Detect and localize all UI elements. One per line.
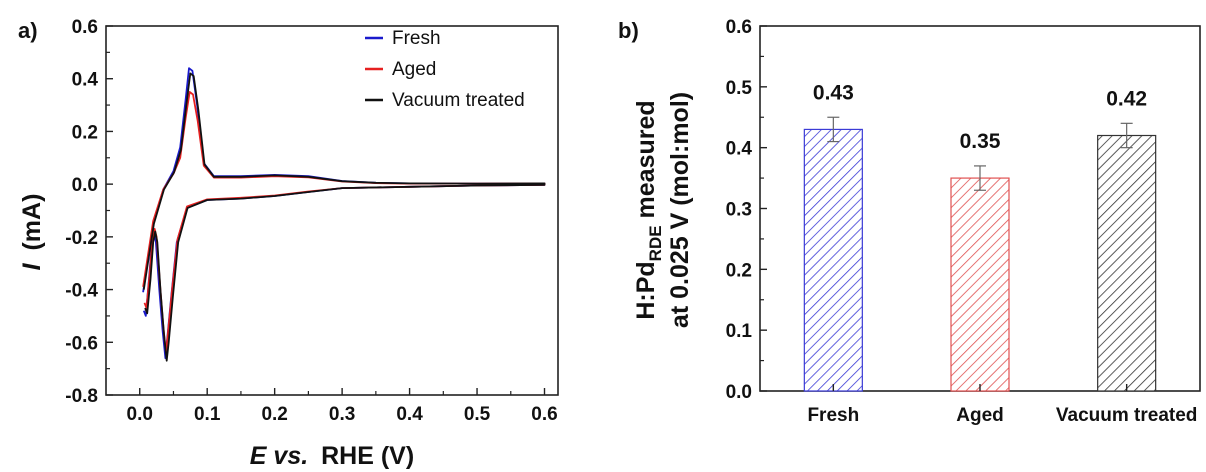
b-y-tick-label: 0.4	[726, 139, 753, 160]
legend-label-aged: Aged	[392, 59, 436, 80]
a-x-tick-label: 0.4	[396, 404, 423, 425]
b-y-axis-title: H:PdRDE measured at 0.025 V (mol:mol)	[632, 92, 694, 328]
a-x-tick-label: 0.5	[464, 404, 491, 425]
cv-curve-vacuum-treated	[142, 72, 546, 362]
b-y-tick-label: 0.3	[726, 200, 752, 221]
b-ylabel-main: H:Pd	[632, 261, 660, 319]
b-x-axis: Fresh Aged Vacuum treated	[807, 384, 1197, 426]
b-y-axis-title-line2: at 0.025 V (mol:mol)	[666, 92, 694, 328]
cv-curve-fresh	[142, 67, 546, 360]
cv-curve-aged	[142, 91, 546, 354]
b-y-tick-label: 0.0	[726, 382, 752, 403]
data-label-vacuum-treated: 0.42	[1106, 87, 1147, 110]
a-y-tick-label: -0.8	[65, 386, 98, 407]
b-ylabel-rest: measured	[632, 100, 660, 225]
panel-b-bar-chart: b) 0.0 0.1 0.2 0.3 0.4 0.5 0.6 0.43 0.35 0.42 Fr…	[618, 17, 1201, 426]
plot-a-frame	[105, 25, 559, 396]
b-y-axis: 0.0 0.1 0.2 0.3 0.4 0.5 0.6	[726, 17, 767, 403]
a-y-tick-label: -0.4	[65, 281, 98, 302]
data-label-aged: 0.35	[960, 130, 1001, 153]
a-y-axis-title-italic: I	[18, 262, 46, 270]
a-y-axis-title: I (mA)	[18, 194, 46, 271]
b-y-tick-label: 0.6	[726, 17, 752, 38]
b-y-tick-label: 0.1	[726, 321, 753, 342]
b-x-tick-label-aged: Aged	[956, 405, 1004, 426]
b-ylabel-subscript: RDE	[646, 225, 665, 261]
b-y-tick-label: 0.5	[726, 78, 753, 99]
a-x-axis-title-italic: E vs.	[250, 442, 308, 470]
data-label-fresh: 0.43	[813, 81, 854, 104]
a-x-tick-label: 0.6	[531, 404, 557, 425]
a-y-tick-label: 0.6	[72, 17, 98, 38]
a-x-axis-title: E vs. RHE (V)	[250, 442, 414, 470]
panel-a-label: a)	[18, 18, 38, 43]
a-legend: Fresh Aged Vacuum treated	[365, 28, 525, 111]
legend-label-vacuum-treated: Vacuum treated	[392, 90, 525, 111]
a-x-axis: 0.0 0.1 0.2 0.3 0.4 0.5 0.6	[127, 388, 558, 425]
bar-fresh	[803, 128, 863, 392]
b-y-axis-title-line1: H:PdRDE measured	[632, 100, 665, 319]
a-x-axis-title-rest: RHE (V)	[321, 442, 414, 470]
a-y-tick-label: 0.4	[72, 70, 99, 91]
a-y-tick-label: -0.6	[65, 333, 98, 354]
a-curves	[142, 67, 546, 362]
a-x-tick-label: 0.0	[127, 404, 153, 425]
panel-a-cv-plot: a) -0.8-0.6-0.4-0.20.00.20.40.6 0.0 0.1 0.…	[18, 17, 559, 470]
b-x-tick-label-fresh: Fresh	[807, 405, 859, 426]
b-x-tick-label-vacuum-treated: Vacuum treated	[1056, 405, 1198, 426]
a-y-axis: -0.8 -0.6 -0.4 -0.2 0.0 0.2 0.4 0.6	[65, 17, 113, 407]
a-x-tick-label: 0.3	[329, 404, 355, 425]
panel-b-label: b)	[618, 18, 639, 43]
a-y-axis-title-rest: (mA)	[18, 194, 46, 251]
bar-aged	[950, 177, 1010, 392]
a-y-tick-label: -0.2	[65, 228, 98, 249]
b-y-tick-label: 0.2	[726, 260, 752, 281]
b-bars: 0.43 0.35 0.42	[803, 81, 1157, 392]
a-x-tick-label: 0.2	[261, 404, 287, 425]
legend-label-fresh: Fresh	[392, 28, 441, 49]
a-y-tick-label: 0.2	[72, 122, 98, 143]
a-y-tick-label: 0.0	[72, 175, 98, 196]
bar-vacuum-treated	[1097, 134, 1157, 392]
a-x-tick-label: 0.1	[194, 404, 221, 425]
